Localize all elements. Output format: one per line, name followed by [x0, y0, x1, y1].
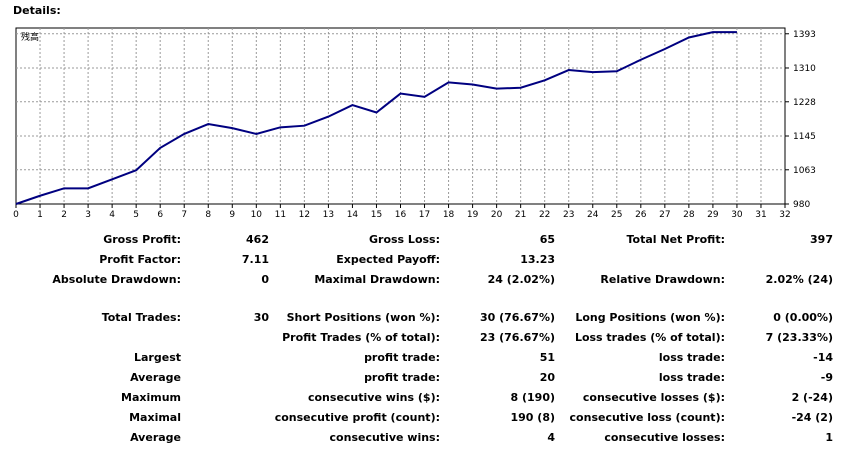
y-tick-label: 980	[793, 200, 810, 210]
x-tick-label: 16	[395, 210, 407, 220]
relative-drawdown-label: Relative Drawdown:	[600, 273, 725, 286]
relative-drawdown-value: 2.02% (24)	[765, 273, 833, 286]
long-positions-value: 0 (0.00%)	[773, 311, 833, 324]
average-consecutive-losses-value: 1	[825, 431, 833, 444]
x-tick-label: 31	[755, 210, 766, 220]
average-label: Average	[130, 371, 181, 384]
x-tick-label: 7	[181, 210, 187, 220]
x-tick-label: 0	[13, 210, 19, 220]
x-tick-label: 15	[371, 210, 382, 220]
largest-label: Largest	[134, 351, 181, 364]
x-tick-label: 25	[611, 210, 622, 220]
x-tick-label: 19	[467, 210, 479, 220]
gross-profit-value: 462	[246, 233, 269, 246]
chart-ticks: 0 1 2 3 4 5 6 7 8 9 10 11 12 13 14 15 16 17 18 19 20 21 22 23 24…	[13, 30, 816, 220]
x-tick-label: 5	[133, 210, 139, 220]
maximum-consecutive-losses-value: 2 (-24)	[791, 391, 833, 404]
x-tick-label: 20	[491, 210, 503, 220]
gross-loss-value: 65	[539, 233, 555, 246]
x-tick-label: 2	[61, 210, 67, 220]
x-tick-label: 9	[229, 210, 235, 220]
x-tick-label: 28	[683, 210, 695, 220]
average-consecutive-wins-value: 4	[547, 431, 555, 444]
x-tick-label: 4	[109, 210, 115, 220]
loss-trades-label: Loss trades (% of total):	[574, 331, 725, 344]
x-tick-label: 30	[731, 210, 743, 220]
largest-loss-trade-value: -14	[813, 351, 833, 364]
x-tick-label: 27	[659, 210, 670, 220]
maximum-consecutive-wins-value: 8 (190)	[510, 391, 556, 404]
average-consecutive-label: Average	[130, 431, 181, 444]
gross-loss-label: Gross Loss:	[369, 233, 440, 246]
profit-factor-value: 7.11	[241, 253, 269, 266]
x-tick-label: 23	[563, 210, 574, 220]
short-positions-value: 30 (76.67%)	[479, 311, 555, 324]
x-tick-label: 3	[85, 210, 91, 220]
average-loss-trade-label: loss trade:	[658, 371, 725, 384]
average-profit-trade-label: profit trade:	[364, 371, 440, 384]
maximum-consecutive-losses-label: consecutive losses ($):	[582, 391, 725, 404]
short-positions-label: Short Positions (won %):	[286, 311, 440, 324]
absolute-drawdown-value: 0	[261, 273, 269, 286]
total-net-profit-label: Total Net Profit:	[626, 233, 726, 246]
maximum-consecutive-wins-label: consecutive wins ($):	[307, 391, 440, 404]
expected-payoff-value: 13.23	[520, 253, 555, 266]
total-trades-value: 30	[253, 311, 269, 324]
average-loss-trade-value: -9	[820, 371, 833, 384]
average-consecutive-wins-label: consecutive wins:	[329, 431, 440, 444]
long-positions-label: Long Positions (won %):	[575, 311, 725, 324]
x-tick-label: 11	[275, 210, 286, 220]
balance-chart: 0 1 2 3 4 5 6 7 8 9 10 11 12 13 14 15 16 17 18 19 20 21 22 23 24…	[13, 27, 816, 220]
y-tick-label: 1310	[793, 64, 816, 74]
x-tick-label: 14	[347, 210, 359, 220]
maximal-consecutive-loss-value: -24 (2)	[791, 411, 833, 424]
average-profit-trade-value: 20	[539, 371, 555, 384]
x-tick-label: 8	[205, 210, 211, 220]
largest-profit-trade-label: profit trade:	[364, 351, 440, 364]
maximal-consecutive-loss-label: consecutive loss (count):	[569, 411, 725, 424]
largest-loss-trade-label: loss trade:	[658, 351, 725, 364]
details-title: Details:	[13, 4, 61, 17]
x-tick-label: 18	[443, 210, 455, 220]
y-tick-label: 1063	[793, 166, 816, 176]
x-tick-label: 29	[707, 210, 719, 220]
average-consecutive-losses-label: consecutive losses:	[604, 431, 725, 444]
profit-factor-label: Profit Factor:	[99, 253, 181, 266]
chart-grid	[16, 28, 785, 204]
y-tick-label: 1393	[793, 30, 816, 40]
x-tick-label: 10	[251, 210, 263, 220]
x-tick-label: 24	[587, 210, 599, 220]
x-tick-label: 22	[539, 210, 550, 220]
largest-profit-trade-value: 51	[539, 351, 555, 364]
x-tick-label: 6	[157, 210, 163, 220]
x-tick-label: 32	[779, 210, 790, 220]
loss-trades-value: 7 (23.33%)	[765, 331, 833, 344]
x-tick-label: 13	[323, 210, 334, 220]
expected-payoff-label: Expected Payoff:	[336, 253, 440, 266]
maximal-consecutive-profit-value: 190 (8)	[510, 411, 556, 424]
profit-trades-value: 23 (76.67%)	[479, 331, 555, 344]
maximal-label: Maximal	[129, 411, 181, 424]
maximal-drawdown-label: Maximal Drawdown:	[314, 273, 440, 286]
chart-title: 残高	[21, 31, 39, 43]
total-net-profit-value: 397	[810, 233, 833, 246]
profit-trades-label: Profit Trades (% of total):	[282, 331, 440, 344]
y-tick-label: 1145	[793, 132, 816, 142]
y-tick-label: 1228	[793, 98, 816, 108]
total-trades-label: Total Trades:	[101, 311, 181, 324]
maximal-consecutive-profit-label: consecutive profit (count):	[274, 411, 440, 424]
balance-series-line	[15, 31, 737, 205]
x-tick-label: 12	[299, 210, 310, 220]
x-tick-label: 21	[515, 210, 526, 220]
gross-profit-label: Gross Profit:	[103, 233, 181, 246]
x-tick-label: 26	[635, 210, 647, 220]
x-tick-label: 17	[419, 210, 430, 220]
maximal-drawdown-value: 24 (2.02%)	[487, 273, 555, 286]
absolute-drawdown-label: Absolute Drawdown:	[52, 273, 181, 286]
maximum-label: Maximum	[121, 391, 181, 404]
x-tick-label: 1	[37, 210, 43, 220]
